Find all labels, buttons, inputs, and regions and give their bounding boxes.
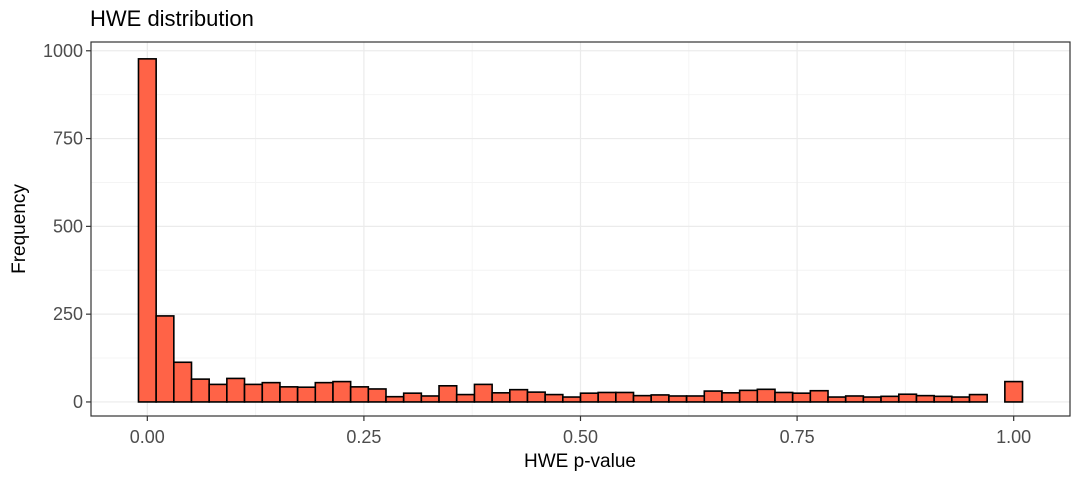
x-tick-label: 0.50	[563, 427, 598, 447]
histogram-bar	[367, 388, 387, 403]
histogram-bar	[314, 381, 334, 403]
y-tick-label: 750	[53, 129, 83, 149]
y-tick-label: 250	[53, 304, 83, 324]
histogram-bar	[385, 395, 405, 403]
histogram-bar	[756, 388, 776, 403]
histogram-bar	[809, 389, 829, 403]
histogram-bar	[173, 361, 193, 403]
histogram-bar	[579, 392, 599, 403]
histogram-bar	[738, 389, 759, 403]
histogram-bar	[880, 395, 900, 403]
histogram-bar	[296, 386, 317, 403]
grid-lines	[91, 42, 1070, 416]
histogram-bar	[279, 386, 299, 403]
histogram-bar	[650, 394, 670, 403]
histogram-bar	[632, 394, 652, 403]
histogram-bar	[226, 377, 246, 403]
y-axis-title: Frequency	[9, 184, 30, 274]
histogram-bar	[349, 386, 370, 403]
histogram-bar	[473, 383, 493, 403]
histogram-bar	[668, 395, 688, 403]
histogram-bar	[155, 315, 175, 403]
histogram-bar	[455, 393, 476, 403]
histogram-bar	[862, 396, 882, 403]
histogram-bar	[844, 395, 865, 403]
y-tick-label: 1000	[43, 41, 83, 61]
histogram-bar	[420, 395, 440, 403]
y-tick-label: 0	[73, 392, 83, 412]
histogram-bar	[774, 391, 794, 403]
histogram-bar	[721, 392, 741, 403]
histogram-bar	[951, 396, 971, 403]
histogram-bar	[208, 383, 228, 403]
histogram-bar	[703, 390, 723, 403]
histogram-bars	[137, 58, 1024, 403]
histogram-bar	[491, 392, 511, 403]
histogram-bar	[597, 391, 617, 403]
x-tick-label: 0.75	[780, 427, 815, 447]
x-tick-label: 0.25	[346, 427, 381, 447]
histogram-bar	[243, 383, 263, 403]
histogram-bar	[261, 381, 281, 403]
histogram-bar	[791, 392, 812, 403]
histogram-bar	[526, 391, 546, 403]
histogram-bar	[898, 393, 918, 403]
histogram-bar	[402, 392, 423, 403]
histogram-bar	[915, 394, 935, 403]
histogram-bar	[190, 378, 210, 403]
chart-title: HWE distribution	[90, 6, 254, 31]
axis-ticks: 0.00 0.25 0.50 0.75 1.00 0 250 500 750 1000	[43, 41, 1031, 447]
histogram-bar	[685, 395, 706, 403]
x-axis-title: HWE p-value	[524, 451, 636, 472]
histogram-bar	[332, 380, 352, 403]
histogram-bar	[137, 58, 157, 403]
y-tick-label: 500	[53, 216, 83, 236]
histogram-bar	[1004, 380, 1024, 403]
histogram-bar	[509, 388, 529, 403]
histogram-bar	[438, 384, 458, 403]
histogram-bar	[827, 396, 847, 403]
histogram-bar	[968, 393, 988, 403]
histogram-bar	[562, 396, 582, 403]
x-tick-label: 0.00	[130, 427, 165, 447]
histogram-bar	[544, 393, 564, 403]
x-tick-label: 1.00	[996, 427, 1031, 447]
histogram-bar	[933, 395, 953, 403]
histogram-bar	[615, 391, 635, 403]
